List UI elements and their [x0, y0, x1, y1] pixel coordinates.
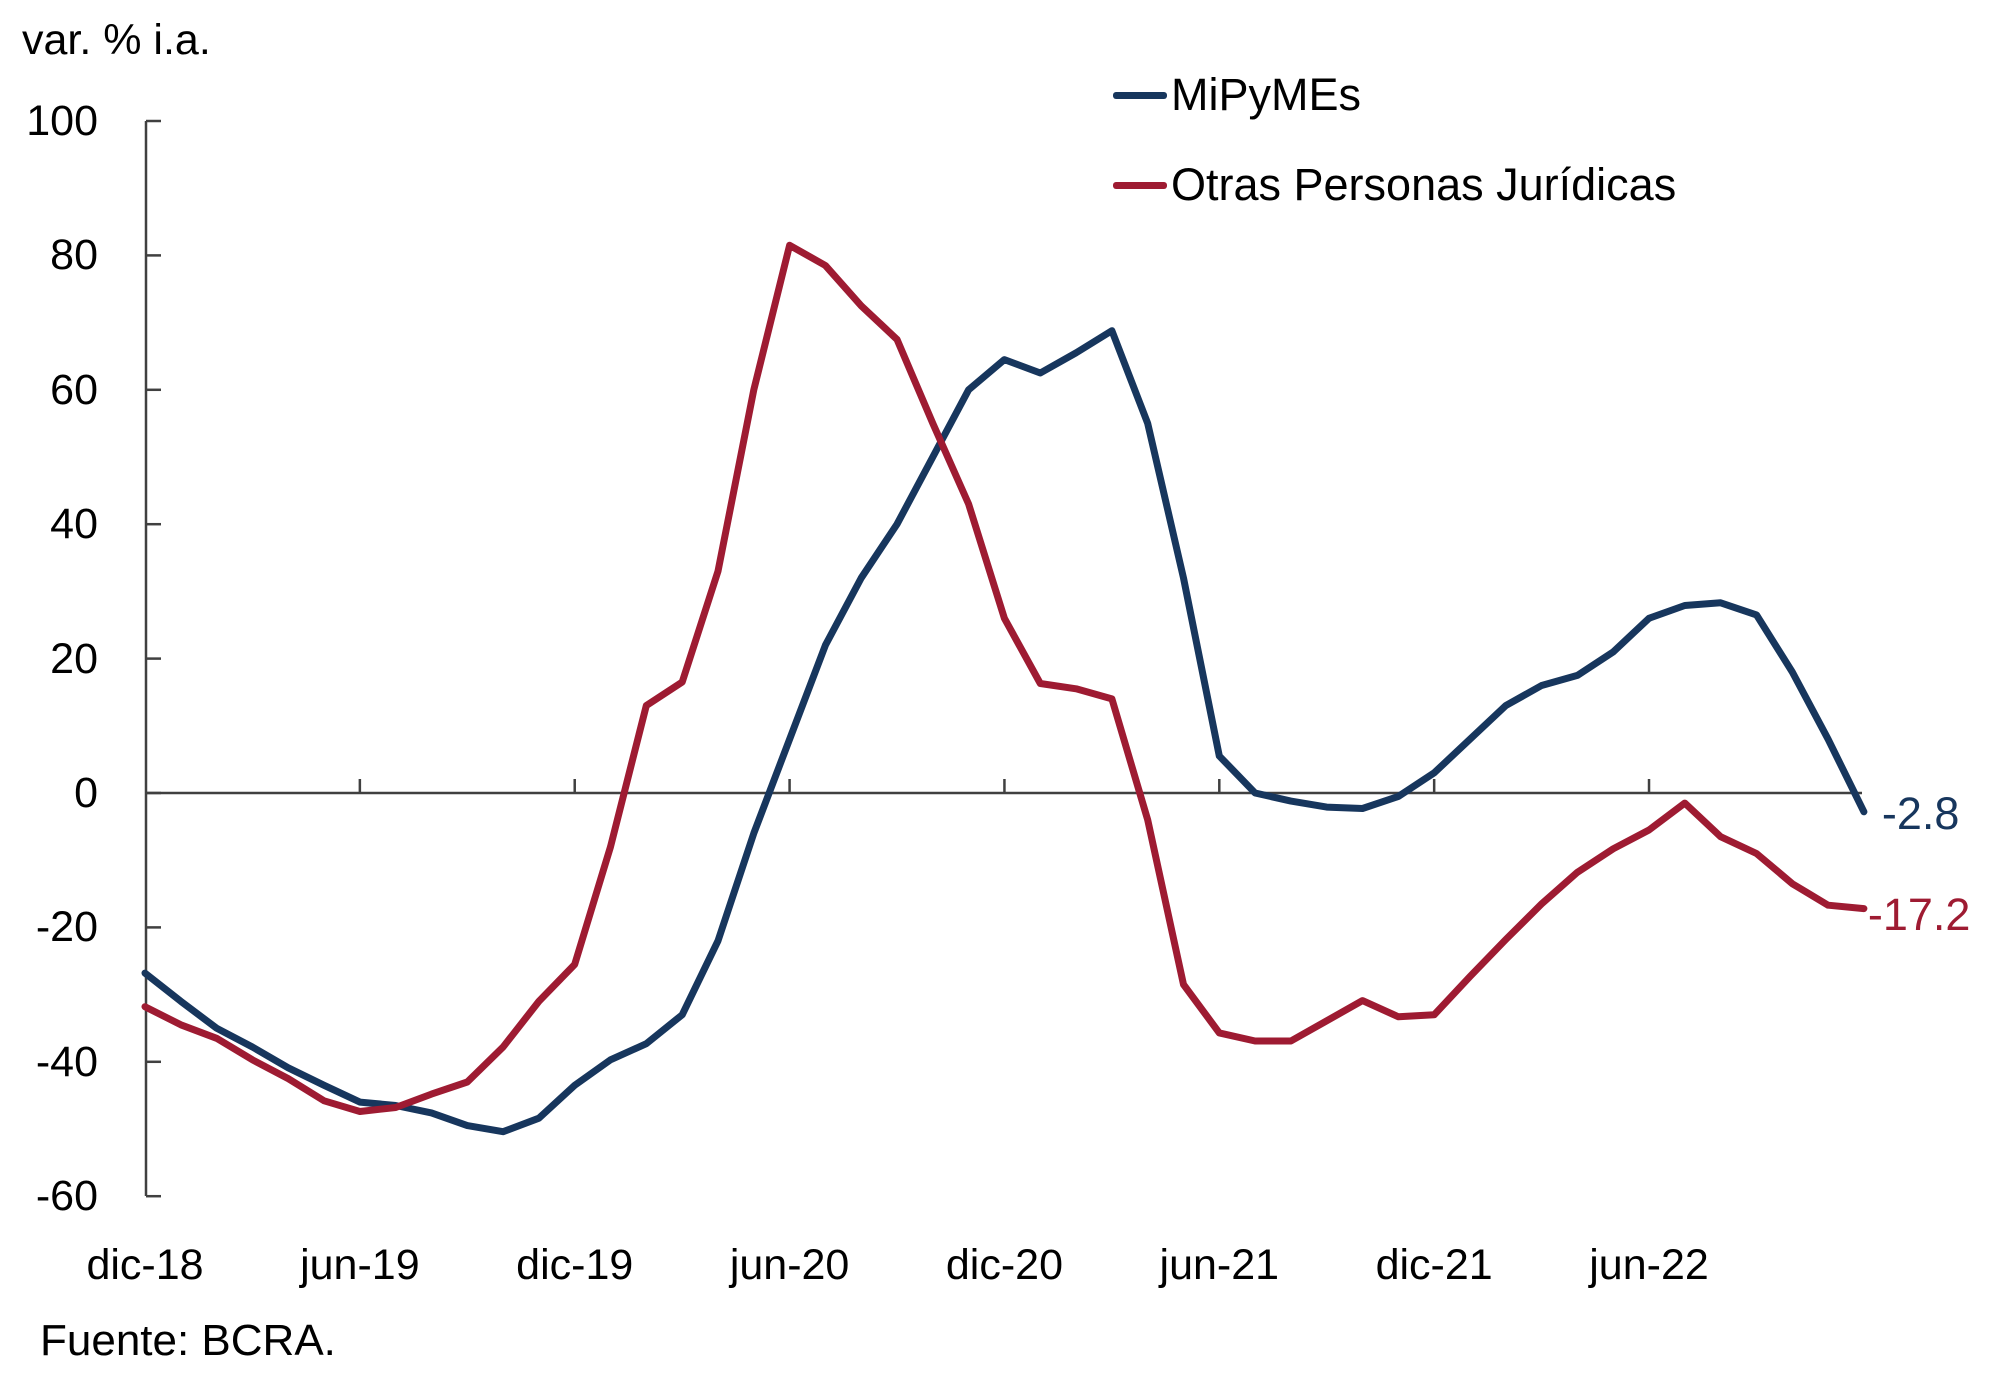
series-end-value-mipymes: -2.8: [1881, 787, 1960, 839]
series-line-mipymes: [141, 327, 1868, 1136]
legend-item-otras-personas-juridicas: Otras Personas Jurídicas: [1113, 150, 1676, 220]
series-line-otras-personas-juridicas: [141, 241, 1868, 1115]
y-tick-label: 60: [50, 365, 98, 414]
y-tick-label: 20: [50, 634, 98, 683]
y-tick-label: 100: [26, 97, 98, 145]
x-tick-label: dic-19: [516, 1241, 634, 1289]
x-tick-label: jun-22: [1589, 1241, 1709, 1289]
x-tick-label: dic-20: [945, 1241, 1063, 1289]
legend-line-swatch-mipymes: [1113, 91, 1167, 99]
x-tick-label: dic-21: [1375, 1241, 1493, 1289]
y-tick-label: 0: [74, 769, 98, 817]
x-tick-label: jun-20: [729, 1241, 850, 1289]
x-tick-label: jun-19: [300, 1241, 420, 1289]
y-axis-unit-label: var. % i.a.: [22, 16, 211, 64]
legend-item-mipymes: MiPyMEs: [1113, 60, 1676, 130]
legend: MiPyMEs Otras Personas Jurídicas: [1113, 60, 1676, 240]
y-tick-label: 80: [50, 231, 98, 280]
y-tick-label: 40: [50, 500, 98, 549]
legend-label-mipymes: MiPyMEs: [1171, 69, 1361, 120]
y-tick-label: -20: [35, 903, 98, 952]
x-tick-label: jun-21: [1159, 1241, 1280, 1289]
series-end-value-otras-personas-juridicas: -17.2: [1867, 888, 1971, 940]
x-tick-label: dic-18: [86, 1241, 204, 1289]
legend-line-swatch-otras-personas-juridicas: [1113, 181, 1167, 189]
legend-label-otras-personas-juridicas: Otras Personas Jurídicas: [1171, 159, 1677, 210]
source-note: Fuente: BCRA.: [40, 1316, 336, 1365]
y-tick-label: -60: [35, 1172, 98, 1221]
y-tick-label: -40: [35, 1037, 98, 1086]
